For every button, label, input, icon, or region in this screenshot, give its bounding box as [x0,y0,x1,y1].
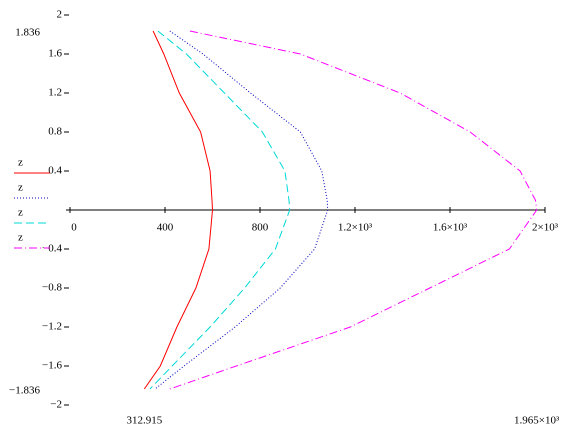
series-line [169,30,538,390]
legend-label: z [18,157,23,169]
x-tick-label: 2×10³ [532,222,559,234]
y-marker: −1.836 [9,385,40,397]
y-marker: 1.836 [15,27,40,39]
y-tick-label: 0.4 [48,165,62,177]
x-tick-label: 1.6×10³ [433,222,468,234]
x-marker: 1.965×10³ [514,415,560,427]
y-tick-label: 1.2 [48,87,62,99]
x-tick-label: 400 [157,222,174,234]
y-tick-label: −1.2 [42,321,62,333]
legend-label: z [18,232,23,244]
y-tick-label: 2 [57,9,63,21]
x-tick-label: 0 [71,222,77,234]
x-tick-label: 1.2×10³ [338,222,373,234]
legend-label: z [18,182,23,194]
y-tick-label: −1.6 [42,360,62,372]
y-tick-label: −2 [50,399,62,411]
series-line [143,30,214,390]
x-tick-label: 800 [252,222,269,234]
legend-label: z [18,207,23,219]
y-tick-label: 0.8 [48,126,62,138]
x-marker: 312.915 [126,415,162,427]
y-tick-label: −0.8 [42,282,62,294]
y-tick-label: −0.4 [42,243,62,255]
y-tick-label: 1.6 [48,48,62,60]
